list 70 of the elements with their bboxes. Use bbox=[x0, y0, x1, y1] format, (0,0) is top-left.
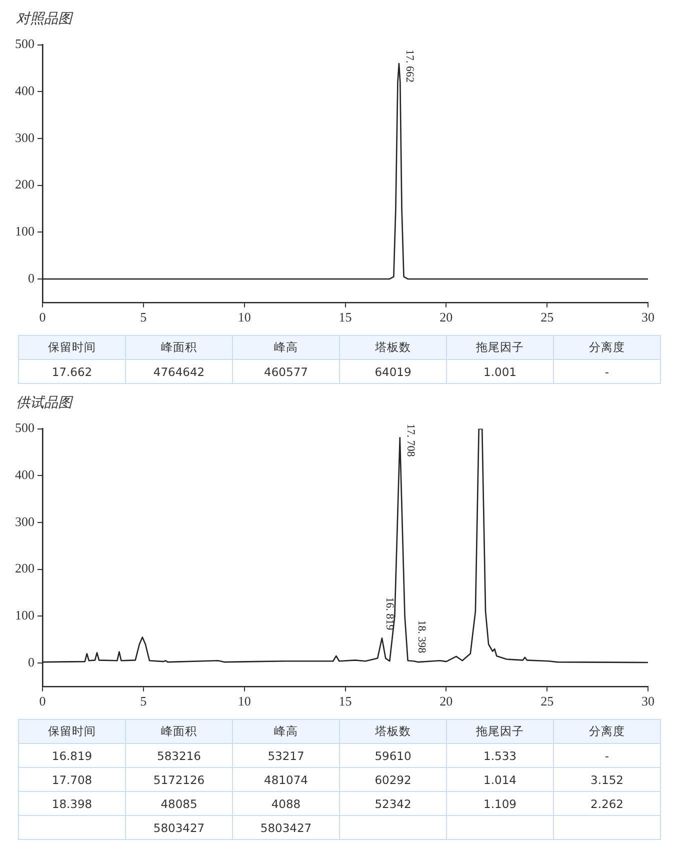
y-tick-label: 0 bbox=[28, 270, 34, 286]
x-tick-label: 5 bbox=[140, 310, 147, 325]
text: 48085 bbox=[126, 792, 232, 816]
y-tick-label: 500 bbox=[15, 420, 34, 436]
text: 5172126 bbox=[126, 768, 232, 792]
text: 17.662 bbox=[18, 360, 126, 384]
category-label: 拖尾因子 bbox=[446, 336, 554, 360]
x-tick-label: 15 bbox=[338, 310, 352, 325]
annotation: 17. 708 bbox=[404, 424, 417, 458]
y-tick-label: 200 bbox=[15, 560, 34, 576]
text: - bbox=[554, 744, 660, 768]
chart-title: 供试品图 bbox=[16, 394, 74, 412]
x-tick-label: 10 bbox=[238, 310, 251, 325]
text: 17.708 bbox=[18, 768, 126, 792]
text: 481074 bbox=[232, 768, 340, 792]
text: 18.398 bbox=[18, 792, 126, 816]
category-label: 分离度 bbox=[554, 336, 660, 360]
category-label: 峰高 bbox=[232, 336, 340, 360]
text: 59610 bbox=[340, 744, 446, 768]
y-tick-label: 300 bbox=[15, 514, 34, 529]
text: 60292 bbox=[340, 768, 446, 792]
category-label: 分离度 bbox=[554, 720, 660, 744]
text: 1.014 bbox=[446, 768, 554, 792]
y-tick-label: 0 bbox=[28, 654, 34, 670]
y-tick-label: 100 bbox=[15, 224, 34, 239]
annotation: 17. 662 bbox=[404, 50, 416, 83]
text: - bbox=[554, 360, 660, 384]
text: 3.152 bbox=[554, 768, 660, 792]
y-tick-label: 400 bbox=[15, 467, 34, 482]
x-tick-label: 0 bbox=[39, 310, 46, 325]
category-label: 塔板数 bbox=[340, 720, 446, 744]
x-tick-label: 20 bbox=[440, 694, 453, 709]
text: 5803427 bbox=[126, 816, 232, 840]
annotation: 16. 819 bbox=[384, 597, 396, 631]
text: 53217 bbox=[232, 744, 340, 768]
category-label: 拖尾因子 bbox=[446, 720, 554, 744]
text: 1.001 bbox=[446, 360, 554, 384]
category-label: 峰面积 bbox=[126, 336, 232, 360]
text: 4088 bbox=[232, 792, 340, 816]
x-tick-label: 30 bbox=[642, 310, 654, 325]
category-label: 峰面积 bbox=[126, 720, 232, 744]
x-tick-label: 20 bbox=[440, 310, 453, 325]
x-tick-label: 10 bbox=[238, 694, 251, 709]
x-tick-label: 15 bbox=[338, 694, 352, 709]
category-label: 保留时间 bbox=[18, 336, 126, 360]
text: 2.262 bbox=[554, 792, 660, 816]
text: 16.819 bbox=[18, 744, 126, 768]
x-tick-label: 0 bbox=[39, 694, 46, 709]
y-tick-label: 300 bbox=[15, 130, 34, 145]
text: 583216 bbox=[126, 744, 232, 768]
y-tick-label: 200 bbox=[15, 176, 34, 192]
annotation: 18. 398 bbox=[415, 620, 428, 654]
text: 460577 bbox=[232, 360, 340, 384]
category-label: 保留时间 bbox=[18, 720, 126, 744]
text: 1.533 bbox=[446, 744, 554, 768]
text: 64019 bbox=[340, 360, 446, 384]
y-tick-label: 100 bbox=[15, 608, 34, 623]
text: 4764642 bbox=[126, 360, 232, 384]
y-tick-label: 400 bbox=[15, 83, 34, 98]
category-label: 塔板数 bbox=[340, 336, 446, 360]
x-tick-label: 25 bbox=[540, 310, 554, 325]
text: 1.109 bbox=[446, 792, 554, 816]
y-tick-label: 500 bbox=[15, 36, 34, 52]
chart-title: 对照品图 bbox=[16, 10, 74, 28]
x-tick-label: 5 bbox=[140, 694, 147, 709]
text: 5803427 bbox=[232, 816, 340, 840]
category-label: 峰高 bbox=[232, 720, 340, 744]
x-tick-label: 25 bbox=[540, 694, 554, 709]
x-tick-label: 30 bbox=[642, 694, 654, 709]
text: 52342 bbox=[340, 792, 446, 816]
